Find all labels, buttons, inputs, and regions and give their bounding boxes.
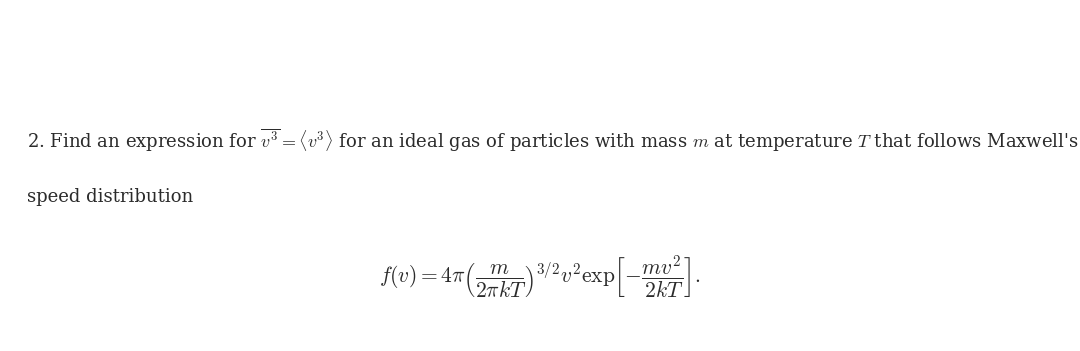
Text: $f(v) = 4\pi \left( \dfrac{m}{2\pi kT} \right)^{3/2} v^2 \mathrm{exp}\left[ -\df: $f(v) = 4\pi \left( \dfrac{m}{2\pi kT} \… [379,253,701,301]
Text: speed distribution: speed distribution [27,187,193,206]
Text: 2. Find an expression for $\overline{v^3} = \langle v^3 \rangle$ for an ideal ga: 2. Find an expression for $\overline{v^3… [27,126,1079,154]
